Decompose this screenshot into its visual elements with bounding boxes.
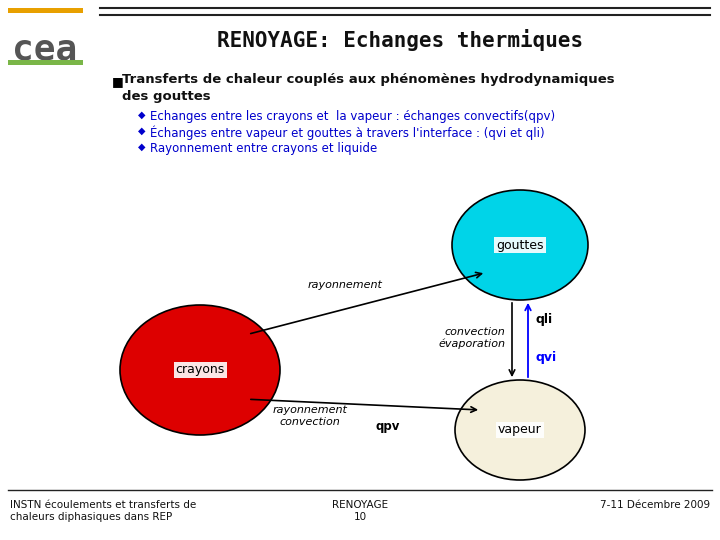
Text: qvi: qvi: [535, 352, 556, 365]
Text: Échanges entre vapeur et gouttes à travers l'interface : (qvi et qli): Échanges entre vapeur et gouttes à trave…: [150, 126, 544, 140]
Text: qpv: qpv: [375, 420, 400, 433]
Text: RENOYAGE
10: RENOYAGE 10: [332, 500, 388, 522]
FancyBboxPatch shape: [8, 60, 83, 65]
Text: Transferts de chaleur couplés aux phénomènes hydrodynamiques: Transferts de chaleur couplés aux phénom…: [122, 73, 615, 86]
Ellipse shape: [452, 190, 588, 300]
Text: rayonnement
convection: rayonnement convection: [273, 405, 348, 427]
Text: rayonnement: rayonnement: [307, 280, 382, 290]
Ellipse shape: [120, 305, 280, 435]
Text: vapeur: vapeur: [498, 423, 542, 436]
Text: Echanges entre les crayons et  la vapeur : échanges convectifs(qpv): Echanges entre les crayons et la vapeur …: [150, 110, 555, 123]
FancyBboxPatch shape: [8, 8, 83, 13]
Text: 7-11 Décembre 2009: 7-11 Décembre 2009: [600, 500, 710, 510]
Text: RENOYAGE: Echanges thermiques: RENOYAGE: Echanges thermiques: [217, 29, 583, 51]
Text: gouttes: gouttes: [496, 239, 544, 252]
Text: Rayonnement entre crayons et liquide: Rayonnement entre crayons et liquide: [150, 142, 377, 155]
Text: qli: qli: [535, 314, 552, 327]
Text: ◆: ◆: [138, 142, 145, 152]
Text: INSTN écoulements et transferts de
chaleurs diphasiques dans REP: INSTN écoulements et transferts de chale…: [10, 500, 197, 522]
Text: ■: ■: [112, 75, 124, 88]
Text: ◆: ◆: [138, 110, 145, 120]
Text: ◆: ◆: [138, 126, 145, 136]
Text: cea: cea: [12, 33, 77, 67]
Text: des gouttes: des gouttes: [122, 90, 211, 103]
Ellipse shape: [455, 380, 585, 480]
Text: crayons: crayons: [176, 363, 225, 376]
Text: convection
évaporation: convection évaporation: [438, 327, 505, 349]
